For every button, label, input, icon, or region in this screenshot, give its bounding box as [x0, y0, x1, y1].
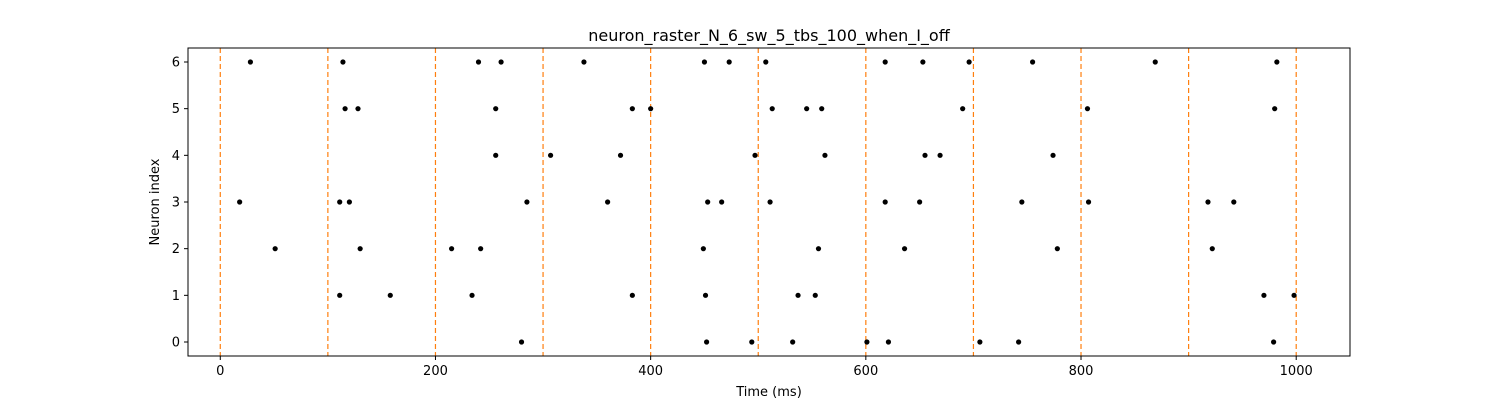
spike-point [864, 339, 870, 345]
spike-point [469, 292, 475, 298]
spike-point [767, 199, 773, 205]
spike-point [1085, 199, 1092, 205]
spike-point [648, 106, 654, 112]
spike-point [920, 59, 926, 65]
spike-point [475, 59, 482, 65]
spike-point [357, 246, 363, 252]
spike-point [247, 59, 254, 65]
spike-point [815, 246, 822, 252]
spike-point [1271, 339, 1277, 345]
x-tick-label: 800 [1069, 364, 1094, 379]
spike-point [701, 59, 708, 65]
spike-point [769, 106, 775, 112]
x-tick-label: 200 [423, 364, 448, 379]
spike-point [795, 292, 801, 298]
spike-point [1205, 199, 1211, 205]
y-tick-label: 1 [172, 289, 180, 304]
y-tick-label: 6 [172, 56, 180, 71]
spike-point [478, 246, 484, 252]
vertical-lines [219, 48, 1297, 356]
spike-point [1084, 106, 1091, 112]
spike-point [966, 59, 972, 65]
spike-point [790, 339, 796, 345]
spike-point [237, 199, 243, 205]
spike-point [922, 152, 928, 158]
spike-point [1016, 339, 1022, 345]
spike-point [960, 106, 966, 112]
spike-point [703, 339, 710, 345]
spike-point [719, 199, 725, 205]
spike-point [752, 152, 758, 158]
spike-point [1054, 246, 1060, 252]
x-axis-label: Time (ms) [735, 385, 802, 400]
y-axis-label: Neuron index [148, 158, 163, 245]
spike-point [1050, 152, 1056, 158]
spike-point [493, 152, 499, 158]
spike-point [1209, 246, 1215, 252]
spike-point [524, 199, 530, 205]
spike-point [581, 59, 587, 65]
spike-point [812, 292, 818, 298]
spike-points [237, 59, 1297, 345]
spike-point [617, 152, 624, 158]
y-tick-label: 3 [172, 196, 180, 211]
spike-point [337, 199, 343, 205]
spike-point [804, 106, 810, 112]
spike-point [1019, 199, 1025, 205]
spike-point [1152, 59, 1158, 65]
spike-point [346, 199, 352, 205]
spike-point [493, 106, 499, 112]
spike-point [547, 152, 554, 158]
spike-point [272, 246, 278, 252]
spike-point [629, 106, 635, 112]
spike-point [901, 246, 908, 252]
spike-point [705, 199, 711, 205]
spike-point [917, 199, 923, 205]
spike-point [749, 339, 755, 345]
spike-point [882, 59, 888, 65]
spike-point [726, 59, 732, 65]
spike-point [498, 59, 504, 65]
spike-point [977, 339, 983, 345]
y-tick-label: 4 [172, 149, 180, 164]
spike-point [822, 152, 828, 158]
spike-point [387, 292, 393, 298]
spike-point [1261, 292, 1267, 298]
spike-point [700, 246, 706, 252]
x-tick-label: 400 [638, 364, 663, 379]
x-tick-label: 0 [216, 364, 224, 379]
spike-point [1274, 59, 1280, 65]
spike-point [518, 339, 525, 345]
x-tick-label: 600 [853, 364, 878, 379]
spike-point [702, 292, 709, 298]
y-axis-ticks: 0 1 2 3 4 5 6 [172, 56, 188, 351]
spike-point [355, 106, 361, 112]
spike-point [1030, 59, 1036, 65]
spike-point [937, 152, 943, 158]
spike-point [340, 59, 346, 65]
x-tick-label: 1000 [1280, 364, 1313, 379]
spike-point [337, 292, 343, 298]
spike-point [882, 199, 888, 205]
spike-point [763, 59, 769, 65]
x-axis-ticks: 0 200 400 600 800 1000 [216, 356, 1313, 379]
chart-title: neuron_raster_N_6_sw_5_tbs_100_when_I_of… [588, 26, 950, 46]
spike-point [885, 339, 892, 345]
spike-point [449, 246, 455, 252]
spike-point [629, 292, 635, 298]
spike-point [605, 199, 611, 205]
spike-point [1272, 106, 1278, 112]
y-tick-label: 2 [172, 242, 180, 257]
spike-point [1291, 292, 1297, 298]
spike-point [342, 106, 348, 112]
spike-point [1231, 199, 1237, 205]
spike-point [819, 106, 825, 112]
y-tick-label: 0 [172, 336, 180, 351]
y-tick-label: 5 [172, 102, 180, 117]
